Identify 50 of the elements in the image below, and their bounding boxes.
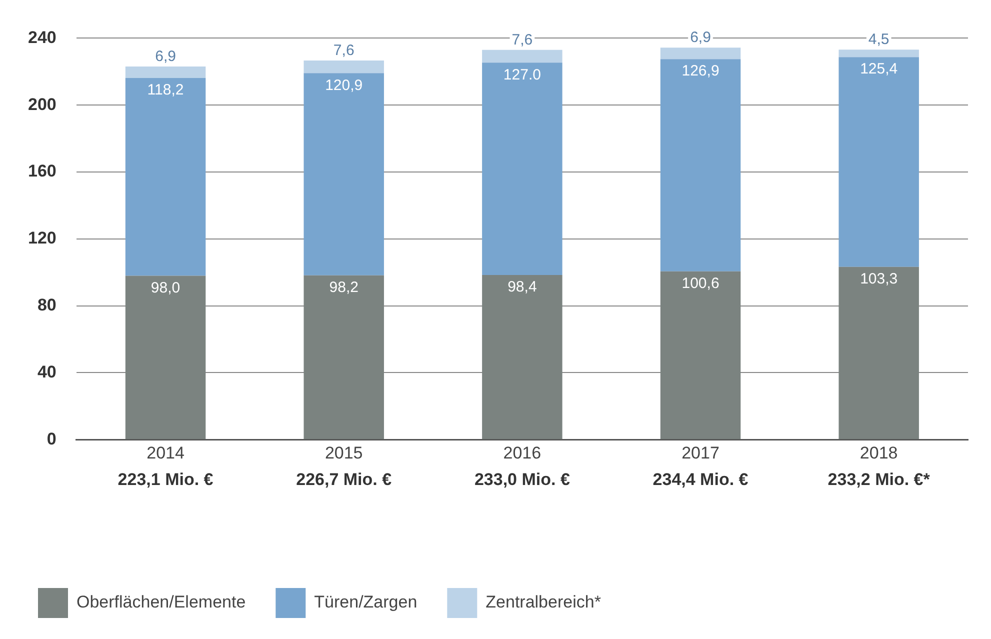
- bar: [125, 78, 206, 276]
- bar: [125, 276, 206, 440]
- x-tick-label: 2017: [682, 443, 720, 462]
- bar: [838, 266, 919, 440]
- total-label: 233,0 Mio. €: [474, 470, 570, 489]
- data-label: 98,0: [150, 279, 180, 296]
- data-label: 118,2: [147, 82, 184, 99]
- bar: [304, 275, 384, 440]
- data-label: 6,9: [690, 29, 711, 46]
- bar: [304, 73, 384, 276]
- legend-label: Zentralbereich*: [486, 592, 602, 612]
- total-label: 226,7 Mio. €: [296, 470, 392, 489]
- bar: [660, 59, 741, 272]
- total-label: 234,4 Mio. €: [652, 470, 749, 489]
- x-tick-label: 2014: [146, 443, 184, 462]
- total-label: 233,2 Mio. €*: [828, 470, 930, 489]
- data-label: 6,9: [155, 48, 176, 66]
- data-label: 127.0: [503, 66, 541, 84]
- data-label: 100,6: [682, 274, 720, 292]
- bar: [660, 48, 741, 60]
- y-tick-label: 200: [28, 94, 56, 114]
- x-tick-label: 2018: [860, 443, 898, 462]
- x-tick-label: 2016: [503, 443, 542, 462]
- y-tick-label: 120: [28, 228, 56, 248]
- total-label: 223,1 Mio. €: [118, 470, 214, 489]
- y-tick-label: 240: [28, 28, 56, 47]
- bar: [838, 50, 919, 58]
- bar: [304, 60, 384, 74]
- data-label: 126,9: [682, 62, 720, 80]
- bar: [482, 62, 562, 276]
- y-tick-label: 80: [37, 295, 56, 314]
- data-label: 7,6: [333, 42, 354, 60]
- bar: [660, 271, 741, 440]
- y-tick-label: 160: [28, 162, 56, 181]
- data-label: 103,3: [860, 270, 898, 288]
- bar: [125, 66, 206, 78]
- x-tick-label: 2015: [324, 443, 363, 462]
- data-label: 120,9: [325, 76, 363, 94]
- y-tick-label: 0: [46, 429, 56, 448]
- data-label: 98,4: [508, 278, 537, 296]
- y-tick-label: 40: [37, 362, 56, 382]
- legend-label: Oberflächen/Elemente: [76, 592, 246, 612]
- data-label: 4,5: [868, 31, 890, 48]
- data-label: 98,2: [329, 279, 358, 296]
- data-label: 125,4: [860, 60, 898, 78]
- legend-label: Türen/Zargen: [314, 592, 418, 612]
- bar: [482, 275, 562, 440]
- bar: [482, 50, 562, 63]
- bar: [838, 57, 919, 267]
- data-label: 7,6: [512, 32, 533, 49]
